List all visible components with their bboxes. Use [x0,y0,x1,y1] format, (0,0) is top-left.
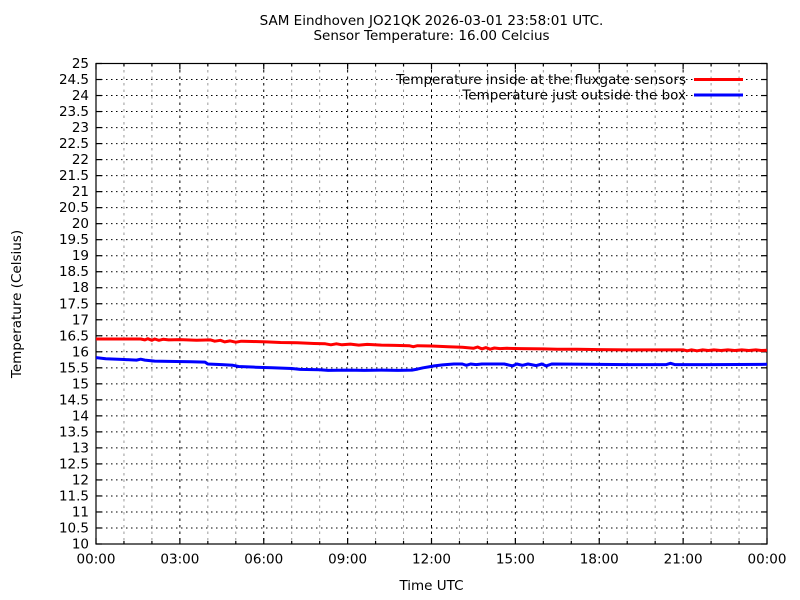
y-tick-label: 22.5 [59,136,89,152]
x-tick-label: 09:00 [328,552,367,568]
y-tick-label: 12.5 [59,456,89,472]
y-tick-label: 19.5 [59,232,89,248]
x-tick-label: 00:00 [77,552,116,568]
chart-title-line1: SAM Eindhoven JO21QK 2026-03-01 23:58:01… [259,13,604,29]
y-tick-label: 18 [72,280,89,296]
x-tick-label: 03:00 [160,552,199,568]
x-tick-label: 00:00 [748,552,787,568]
y-tick-label: 22 [72,152,89,168]
legend-entry-label: Temperature inside at the fluxgate senso… [395,72,686,88]
y-tick-label: 25 [72,56,89,72]
x-tick-label: 21:00 [664,552,703,568]
y-tick-label: 10.5 [59,520,89,536]
y-tick-label: 23.5 [59,104,89,120]
series-line-outside [95,356,768,372]
y-tick-label: 20 [72,216,89,232]
y-tick-label: 11 [72,504,89,520]
y-tick-label: 19 [72,248,89,264]
y-tick-label: 18.5 [59,264,89,280]
legend-entry-label: Temperature just outside the box [461,88,686,104]
y-tick-label: 21.5 [59,168,89,184]
y-tick-label: 15.5 [59,360,89,376]
y-tick-label: 17.5 [59,296,89,312]
chart-title: SAM Eindhoven JO21QK 2026-03-01 23:58:01… [96,14,767,43]
y-tick-label: 24 [72,88,89,104]
y-tick-label: 24.5 [59,72,89,88]
y-tick-label: 11.5 [59,488,89,504]
x-tick-label: 12:00 [412,552,451,568]
x-tick-label: 15:00 [496,552,535,568]
y-tick-label: 23 [72,120,89,136]
y-tick-label: 14 [72,408,89,424]
y-tick-label: 13 [72,440,89,456]
y-tick-label: 15 [72,376,89,392]
chart-title-line2: Sensor Temperature: 16.00 Celcius [313,27,550,44]
series-line-inside [96,337,768,353]
y-tick-label: 17 [72,312,89,328]
y-tick-label: 12 [72,472,89,488]
y-tick-label: 10 [72,537,89,553]
x-tick-label: 06:00 [244,552,283,568]
y-tick-label: 20.5 [59,200,89,216]
x-axis-title: Time UTC [399,578,464,594]
y-tick-label: 21 [72,184,89,200]
y-tick-label: 14.5 [59,392,89,408]
y-tick-label: 13.5 [59,424,89,440]
y-tick-label: 16.5 [59,328,89,344]
y-tick-label: 16 [72,344,89,360]
x-tick-label: 18:00 [580,552,619,568]
